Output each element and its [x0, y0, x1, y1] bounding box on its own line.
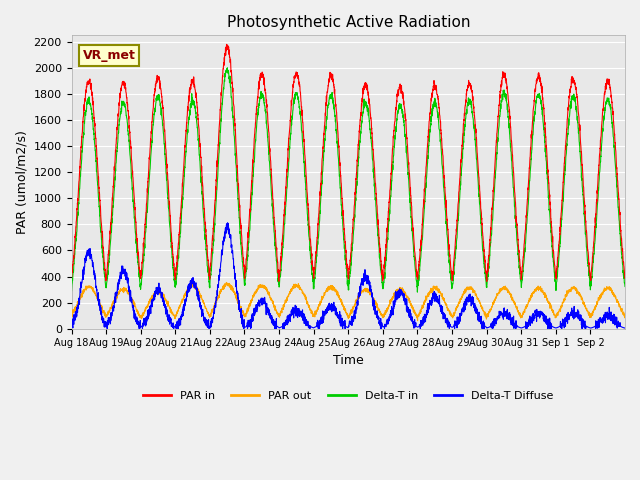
Y-axis label: PAR (umol/m2/s): PAR (umol/m2/s): [15, 130, 28, 234]
Legend: PAR in, PAR out, Delta-T in, Delta-T Diffuse: PAR in, PAR out, Delta-T in, Delta-T Dif…: [138, 386, 558, 405]
X-axis label: Time: Time: [333, 354, 364, 367]
Text: VR_met: VR_met: [83, 49, 136, 62]
Title: Photosynthetic Active Radiation: Photosynthetic Active Radiation: [227, 15, 470, 30]
